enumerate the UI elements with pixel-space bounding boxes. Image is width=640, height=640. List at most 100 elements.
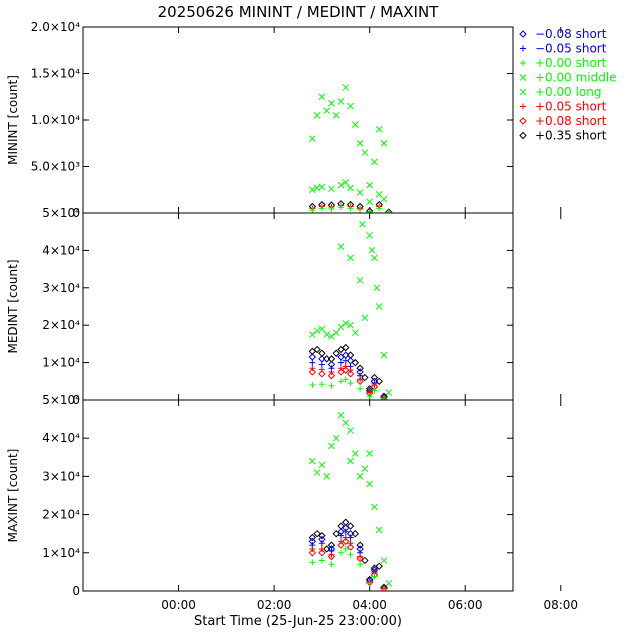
- data-point: [342, 178, 350, 186]
- data-point: [371, 158, 378, 166]
- data-point: [347, 184, 354, 192]
- data-point: [385, 580, 393, 587]
- plot-frame: [82, 26, 514, 214]
- data-point: [346, 543, 355, 551]
- y-tick-label: 1.5×10⁴: [31, 67, 80, 81]
- data-point: [318, 545, 325, 552]
- data-point: [328, 551, 335, 558]
- y-tick-label: 0: [72, 393, 80, 407]
- data-points: [308, 220, 393, 400]
- data-point: [366, 209, 373, 213]
- data-point: [356, 364, 364, 372]
- legend-item: +0.00 long: [519, 85, 602, 99]
- data-point: [313, 327, 321, 335]
- data-point: [322, 545, 331, 553]
- data-point: [318, 461, 326, 469]
- data-point: [332, 329, 340, 337]
- data-point: [346, 522, 355, 530]
- legend-marker: [519, 74, 527, 81]
- data-point: [346, 370, 355, 378]
- data-point: [351, 329, 359, 337]
- panels: 0 5.0×10³ 1.0×10⁴ 1.5×10⁴ 2.0×10⁴ MININT [cou…: [6, 20, 562, 598]
- data-point: [380, 139, 388, 147]
- data-point: [356, 473, 364, 480]
- legend: −0.08 short−0.05 short+0.00 short+0.00 m…: [519, 27, 617, 143]
- data-point: [338, 359, 344, 366]
- data-point: [356, 541, 364, 549]
- data-point: [318, 549, 326, 557]
- data-point: [361, 149, 369, 156]
- data-point: [327, 371, 336, 380]
- data-point: [322, 355, 331, 363]
- data-point: [313, 345, 321, 354]
- data-point: [356, 276, 364, 284]
- chart-title: 20250626 MININT / MEDINT / MAXINT: [158, 3, 440, 21]
- data-point: [371, 503, 378, 511]
- data-point: [366, 181, 374, 189]
- legend-marker: [520, 103, 526, 110]
- data-point: [323, 331, 331, 338]
- data-point: [342, 419, 350, 427]
- x-tick-label: 00:00: [161, 598, 196, 612]
- y-axis-label: MAXINT [count]: [6, 449, 20, 543]
- data-point: [332, 434, 340, 442]
- data-point: [308, 186, 316, 194]
- data-point: [375, 562, 383, 570]
- data-point: [380, 585, 388, 591]
- data-point: [328, 205, 335, 212]
- x-tick-label: 02:00: [257, 598, 292, 612]
- plot-frame: [82, 212, 514, 401]
- y-tick-label: 3×10⁴: [42, 281, 80, 295]
- data-point: [370, 373, 379, 382]
- data-point: [342, 357, 349, 364]
- data-point: [328, 333, 335, 340]
- data-point: [357, 376, 364, 383]
- data-point: [342, 319, 350, 327]
- data-point: [332, 111, 340, 119]
- plot-frame: [82, 399, 514, 592]
- data-point: [318, 540, 325, 547]
- data-point: [309, 545, 316, 552]
- data-point: [338, 532, 344, 539]
- data-point: [351, 121, 359, 129]
- legend-label: −0.08 short: [535, 27, 607, 41]
- data-point: [328, 561, 335, 568]
- data-point: [380, 195, 388, 203]
- data-point: [328, 99, 335, 107]
- legend-item: +0.00 middle: [519, 71, 617, 85]
- legend-label: −0.05 short: [535, 42, 607, 56]
- data-point: [313, 469, 321, 476]
- legend-item: +0.35 short: [519, 129, 607, 143]
- legend-label: +0.00 middle: [535, 71, 617, 85]
- data-point: [328, 185, 335, 193]
- x-axis-label: Start Time (25-Jun-25 23:00:00): [194, 614, 402, 629]
- data-point: [366, 450, 374, 457]
- data-point: [347, 321, 354, 329]
- data-point: [318, 370, 326, 378]
- y-tick-label: 2.0×10⁴: [31, 20, 80, 34]
- data-point: [328, 442, 335, 450]
- data-point: [375, 303, 383, 310]
- data-point: [308, 457, 316, 465]
- data-point: [342, 534, 349, 541]
- y-tick-label: 5×10⁴: [42, 393, 80, 407]
- data-point: [342, 376, 349, 383]
- data-point: [347, 457, 354, 465]
- data-point: [381, 586, 387, 591]
- data-point: [361, 314, 369, 322]
- data-point: [347, 427, 354, 434]
- data-point: [318, 183, 326, 191]
- y-tick-label: 4×10⁴: [42, 431, 80, 445]
- data-point: [309, 382, 316, 389]
- y-tick-label: 3×10⁴: [42, 469, 80, 483]
- data-point: [376, 205, 383, 212]
- data-point: [323, 107, 331, 115]
- data-point: [328, 382, 335, 389]
- panel-maxint: 0 1×10⁴ 2×10⁴ 3×10⁴ 4×10⁴ 5×10⁴ MAXINT [count]: [6, 393, 562, 598]
- data-point: [380, 557, 388, 564]
- data-point: [356, 377, 364, 386]
- data-point: [318, 325, 326, 333]
- data-point: [309, 559, 316, 566]
- data-point: [337, 181, 345, 189]
